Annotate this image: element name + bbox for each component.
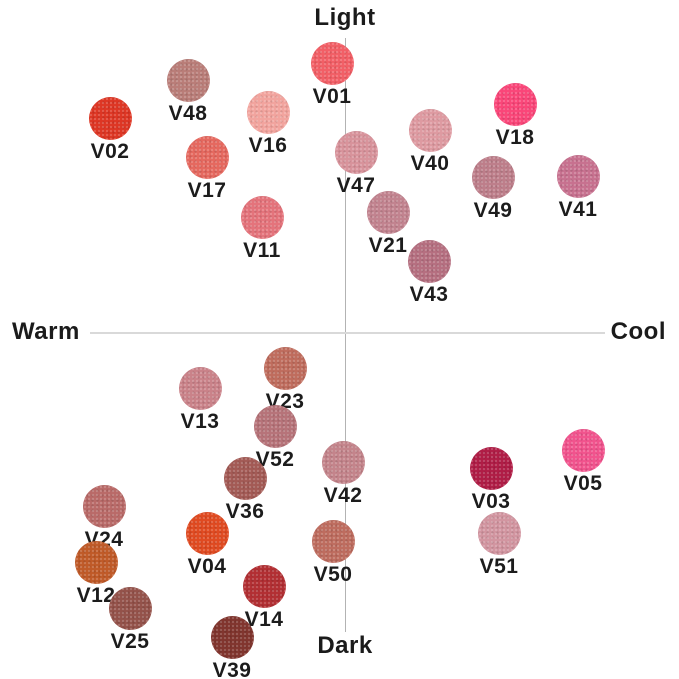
swatch-V16: V16 [230,90,306,157]
swatch-V13: V13 [162,366,238,433]
swatch-V02: V02 [72,96,148,163]
shade-label: V18 [495,125,535,149]
shade-label: V01 [312,84,352,108]
swatch-V49: V49 [455,155,531,222]
swatch-V42: V42 [305,440,381,507]
swatch-V11: V11 [224,195,300,262]
shade-dot [477,511,521,555]
swatch-V03: V03 [453,446,529,513]
shade-dot [407,239,451,283]
shade-dot [366,190,410,234]
shade-dot [166,58,210,102]
swatch-V17: V17 [169,135,245,202]
shade-label: V36 [225,499,265,523]
shade-label: V40 [410,151,450,175]
shade-label: V49 [473,198,513,222]
shade-label: V41 [558,197,598,221]
shade-dot [178,366,222,410]
swatch-V40: V40 [392,108,468,175]
axis-label-warm: Warm [12,317,80,345]
shade-label: V04 [187,554,227,578]
swatch-V04: V04 [169,511,245,578]
shade-dot [311,519,355,563]
axis-label-light: Light [314,4,376,31]
shade-dot [240,195,284,239]
swatch-V50: V50 [295,519,371,586]
shade-label: V39 [212,658,252,679]
shade-dot [210,615,254,659]
shade-dot [253,404,297,448]
shade-dot [493,82,537,126]
horizontal-axis-line [90,332,605,334]
shade-dot [263,346,307,390]
swatch-V21: V21 [350,190,426,257]
shade-label: V51 [479,554,519,578]
shade-dot [334,130,378,174]
shade-label: V12 [76,583,116,607]
swatch-V18: V18 [477,82,553,149]
swatch-V23: V23 [247,346,323,413]
shade-dot [185,135,229,179]
shade-label: V03 [471,489,511,513]
swatch-V14: V14 [226,564,302,631]
swatch-V24: V24 [66,484,142,551]
shade-label: V21 [368,233,408,257]
swatch-V47: V47 [318,130,394,197]
swatch-V52: V52 [237,404,313,471]
swatch-V01: V01 [294,41,370,108]
shade-label: V42 [323,483,363,507]
shade-dot [82,484,126,528]
shade-dot [185,511,229,555]
swatch-V43: V43 [391,239,467,306]
axis-label-dark: Dark [317,632,373,659]
shade-dot [108,586,152,630]
shade-dot [246,90,290,134]
swatch-V51: V51 [461,511,537,578]
shade-dot [561,428,605,472]
shade-dot [242,564,286,608]
swatch-V41: V41 [540,154,616,221]
shade-dot [321,440,365,484]
shade-label: V02 [90,139,130,163]
vertical-axis-line [345,38,346,632]
shade-dot [556,154,600,198]
shade-dot [74,540,118,584]
swatch-V25: V25 [92,586,168,653]
swatch-V39: V39 [194,615,270,679]
swatch-V36: V36 [207,456,283,523]
swatch-V05: V05 [545,428,621,495]
shade-label: V05 [563,471,603,495]
shade-label: V16 [248,133,288,157]
shade-label: V52 [255,447,295,471]
shade-dot [469,446,513,490]
shade-label: V14 [244,607,284,631]
shade-label: V48 [168,101,208,125]
shade-label: V43 [409,282,449,306]
shade-dot [223,456,267,500]
shade-label: V47 [336,173,376,197]
shade-label: V25 [110,629,150,653]
shade-label: V11 [243,238,281,262]
shade-label: V17 [187,178,227,202]
swatch-V12: V12 [58,540,134,607]
shade-dot [408,108,452,152]
shade-label: V13 [180,409,220,433]
axis-label-cool: Cool [610,317,666,345]
shade-label: V50 [313,562,353,586]
shade-dot [88,96,132,140]
swatch-V48: V48 [150,58,226,125]
shade-dot [310,41,354,85]
shade-dot [471,155,515,199]
